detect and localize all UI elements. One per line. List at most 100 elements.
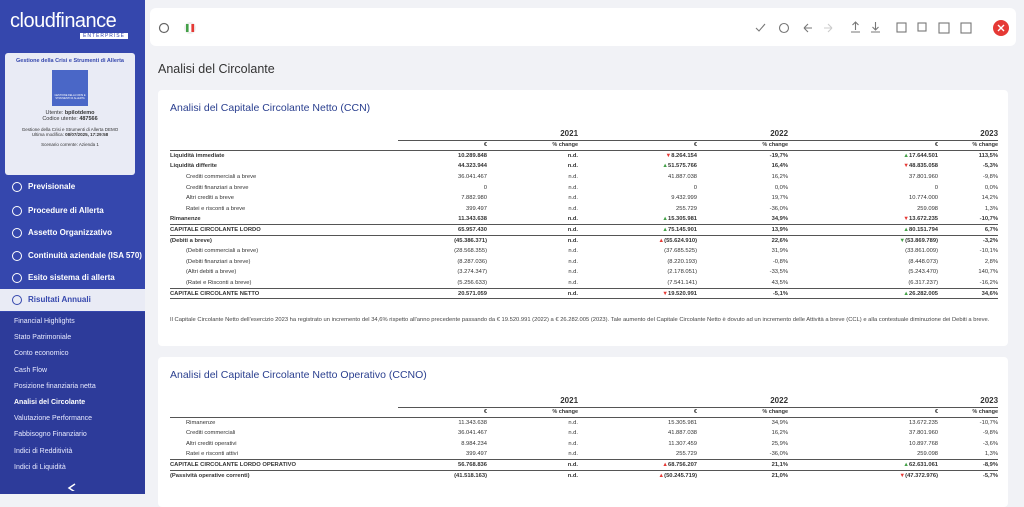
save-icon[interactable] bbox=[896, 22, 907, 33]
cell: -36,0% bbox=[769, 451, 789, 458]
submenu-item[interactable]: Valutazione Performance bbox=[14, 415, 93, 423]
submenu-item[interactable]: Cash Flow bbox=[14, 366, 48, 374]
menu-icon bbox=[12, 228, 22, 238]
user-label: Utente: bbox=[45, 110, 64, 116]
cell-value: 15.305.981 bbox=[668, 216, 698, 223]
table-row: Crediti finanziari a breve 0 n.d. 0 0,0% 0 0,0… bbox=[170, 182, 998, 193]
table-row: (Debiti finanziari a breve) (8.287.036) n.… bbox=[170, 257, 998, 268]
logo-text: cloudfinance bbox=[10, 10, 117, 32]
submenu-item[interactable]: Conto economico bbox=[14, 350, 69, 358]
page-title: Analisi del Circolante bbox=[158, 62, 275, 76]
cell-value: 80.151.794 bbox=[909, 227, 939, 234]
data-table: 2021 2022 2023 €% change €% change €% change L… bbox=[170, 128, 999, 300]
submenu-item[interactable]: Indici di Redditività bbox=[14, 447, 73, 455]
year-header: 2022 bbox=[578, 395, 789, 408]
copy-icon[interactable] bbox=[917, 22, 927, 32]
layout-icon[interactable] bbox=[960, 22, 972, 34]
cell: 25,9% bbox=[771, 441, 789, 448]
modified-label: Ultima modifica: bbox=[31, 132, 64, 137]
trend-arrow: ▼ bbox=[665, 153, 672, 160]
table-row: (Debiti a breve) (45.386.371) n.d. ▲(55.624… bbox=[170, 235, 998, 246]
row-label: Crediti commerciali a breve bbox=[186, 174, 257, 181]
cell-value: 19.520.991 bbox=[668, 290, 698, 297]
cell: (41.518.163) bbox=[454, 473, 487, 480]
scenario: Scenario corrente: Azienda 1 bbox=[41, 142, 99, 147]
submenu-item[interactable]: Posizione finanziaria netta bbox=[14, 382, 96, 390]
modified: Ultima modifica: 08/07/2025, 17:29:58 bbox=[5, 132, 135, 137]
row-label: CAPITALE CIRCOLANTE NETTO bbox=[170, 287, 398, 300]
cell-value: 48.835.058 bbox=[909, 163, 939, 170]
year-header: 2023 bbox=[788, 395, 999, 408]
menu-item[interactable]: Procedure di Allerta bbox=[0, 200, 145, 222]
trend-arrow: ▲ bbox=[903, 290, 910, 297]
modified-value: 08/07/2025, 17:29:58 bbox=[65, 132, 109, 137]
cell: (5.256.633) bbox=[457, 279, 487, 286]
collapse-icon[interactable] bbox=[66, 483, 78, 491]
cell: -10,7% bbox=[979, 420, 999, 427]
cell: (2.178.051) bbox=[667, 269, 698, 276]
check-icon[interactable] bbox=[755, 23, 766, 32]
user: Utente: bpilotdemo bbox=[5, 110, 135, 116]
cell: 16,2% bbox=[771, 174, 789, 181]
blank bbox=[170, 407, 398, 419]
menu-item[interactable]: Assetto Organizzativo bbox=[0, 222, 145, 244]
cell: n.d. bbox=[568, 174, 579, 181]
subheader: % change bbox=[938, 140, 999, 152]
cell: 21,1% bbox=[697, 459, 789, 472]
cell: ▲(55.624.910) bbox=[578, 235, 697, 246]
cell: 259.098 bbox=[917, 205, 939, 212]
menu-item[interactable]: Previsionale bbox=[0, 176, 145, 198]
cell: -3,2% bbox=[982, 237, 999, 244]
cell: ▼(53.869.789) bbox=[788, 235, 938, 246]
menu-item[interactable]: Esito sistema di allerta bbox=[0, 267, 145, 289]
cell: (37.685.525) bbox=[664, 248, 698, 255]
cell: 0 bbox=[934, 184, 939, 191]
cell: -0,8% bbox=[772, 258, 789, 265]
cell-value: 62.631.061 bbox=[909, 462, 939, 469]
cell: ▲(50.245.719) bbox=[578, 471, 697, 482]
trend-arrow: ▲ bbox=[903, 462, 910, 469]
cell: ▲75.145.901 bbox=[578, 224, 698, 236]
cell: 6,7% bbox=[938, 224, 999, 236]
submenu-item[interactable]: Indici di Liquidità bbox=[14, 463, 66, 471]
cell: 16,4% bbox=[771, 163, 789, 170]
refresh-icon[interactable] bbox=[778, 22, 790, 34]
trend-arrow: ▼ bbox=[899, 473, 906, 480]
year-header: 2023 bbox=[788, 128, 999, 141]
panel-icon[interactable] bbox=[938, 22, 950, 34]
submenu-item[interactable]: Fabbisogno Finanziario bbox=[14, 431, 87, 439]
menu-icon bbox=[12, 295, 22, 305]
cell: 0 bbox=[693, 184, 698, 191]
settings-icon[interactable] bbox=[158, 22, 170, 34]
table-row: Ratei e risconti attivi 399.497 n.d. 255.72… bbox=[170, 449, 998, 460]
subheader: € bbox=[398, 407, 487, 419]
submenu-item[interactable]: Analisi del Circolante bbox=[14, 399, 86, 406]
cell-value: 51.575.766 bbox=[668, 163, 698, 170]
submenu-item[interactable]: Stato Patrimoniale bbox=[14, 334, 72, 342]
menu-item[interactable]: Continuità aziendale (ISA 570) bbox=[0, 245, 145, 267]
trend-arrow: ▲ bbox=[903, 153, 910, 160]
cell-value: 68.756.207 bbox=[668, 462, 698, 469]
cell: 8.984.234 bbox=[461, 441, 487, 448]
table-card: Analisi del Capitale Circolante Netto (C… bbox=[158, 90, 1008, 346]
cell: 1,3% bbox=[984, 205, 999, 212]
cell: 37.801.960 bbox=[909, 174, 939, 181]
row-label: Rimanenze bbox=[170, 216, 201, 223]
undo-icon[interactable] bbox=[803, 23, 812, 33]
cell: n.d. bbox=[568, 420, 579, 427]
cell: n.d. bbox=[567, 473, 579, 480]
product-icon: GESTIONE DELLA CRISI E STRUMENTI DI ALLE… bbox=[52, 70, 88, 106]
download-icon[interactable] bbox=[871, 22, 880, 33]
cell: 0,0% bbox=[984, 184, 999, 191]
subheader-row: €% change €% change €% change bbox=[170, 407, 999, 419]
cell: (28.568.355) bbox=[454, 248, 487, 255]
upload-icon[interactable] bbox=[851, 21, 860, 33]
table-row: (Ratei e Risconti a breve) (5.256.633) n.d… bbox=[170, 278, 998, 289]
menu-label: Continuità aziendale (ISA 570) bbox=[28, 251, 142, 260]
cell: 255.729 bbox=[676, 451, 698, 458]
cell: ▼8.264.154 bbox=[578, 151, 697, 162]
table-row: Altri crediti a breve 7.882.980 n.d. 9.432.… bbox=[170, 193, 998, 204]
cell: n.d. bbox=[568, 258, 579, 265]
submenu-item[interactable]: Financial Highlights bbox=[14, 318, 75, 325]
menu-item[interactable]: Risultati Annuali bbox=[0, 289, 145, 311]
